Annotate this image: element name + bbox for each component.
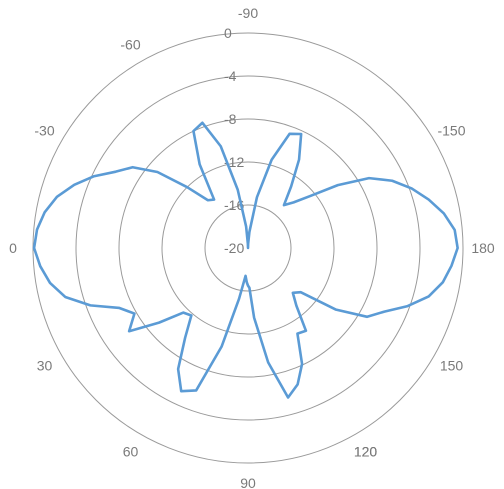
angle-tick-label: 90 xyxy=(240,475,256,489)
series-group xyxy=(32,121,459,399)
series-line xyxy=(32,121,459,399)
angle-tick-label: 30 xyxy=(37,358,53,374)
angle-tick-label: -150 xyxy=(437,123,465,139)
radial-tick-label: -4 xyxy=(224,68,237,84)
grid-ring xyxy=(75,75,421,421)
angle-tick-label: 0 xyxy=(9,240,17,256)
angle-tick-label: -60 xyxy=(120,37,140,53)
angle-tick-label: 60 xyxy=(123,444,139,460)
grid-ring xyxy=(118,118,378,378)
angle-tick-label: 120 xyxy=(354,444,378,460)
radial-grid xyxy=(32,32,464,464)
angle-tick-label: 150 xyxy=(440,358,464,374)
grid-ring xyxy=(204,204,292,292)
radial-tick-labels: 0-4-8-12-16-20 xyxy=(224,25,244,256)
angle-tick-label: 120 xyxy=(354,444,378,460)
angle-tick-label: -90 xyxy=(238,5,258,21)
angle-tick-label: -30 xyxy=(34,123,54,139)
grid-ring xyxy=(161,161,335,335)
radial-tick-label: -20 xyxy=(224,240,244,256)
radial-tick-label: 0 xyxy=(224,25,232,41)
radial-tick-label: -8 xyxy=(224,111,237,127)
angle-tick-label: 180 xyxy=(471,240,495,256)
